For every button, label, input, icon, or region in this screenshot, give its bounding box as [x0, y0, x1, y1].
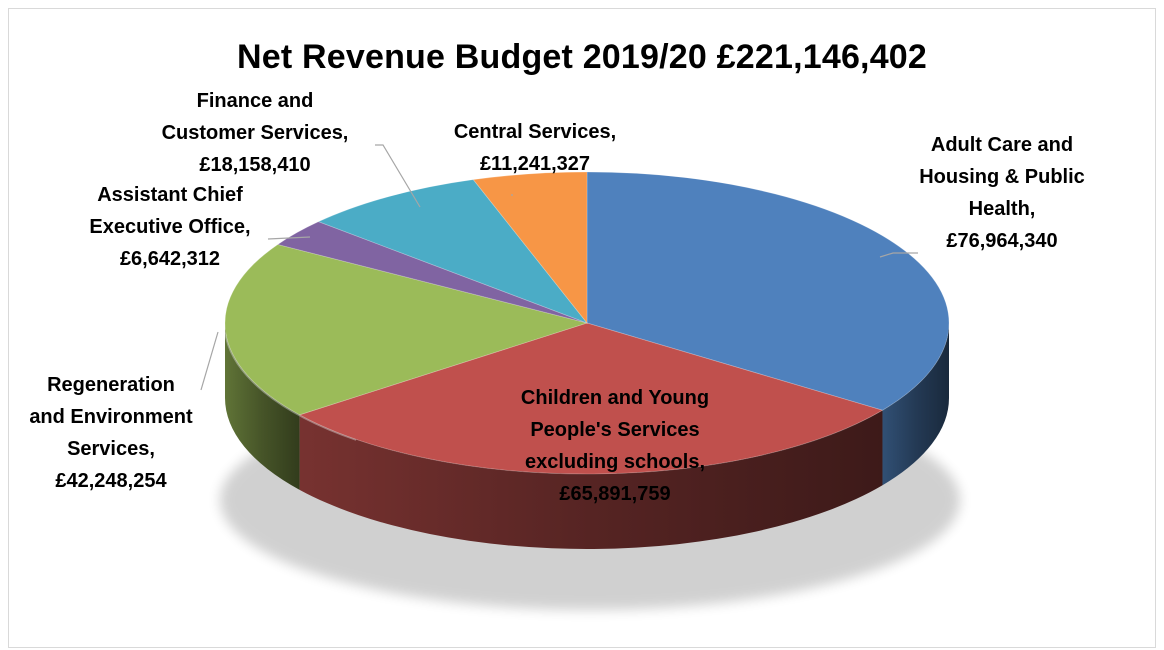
slice-label-line: People's Services	[530, 419, 700, 441]
slice-label-line: Services,	[67, 438, 155, 460]
slice-label-line: Adult Care and	[930, 134, 1074, 156]
leader-line	[267, 236, 311, 240]
slice-label-line: £11,241,327	[479, 153, 591, 175]
slice-label-line: £42,248,254	[55, 470, 167, 492]
slice-label-adult-care: Adult Care and Housing & Public Health, £76…	[892, 129, 1112, 257]
slice-label-line: Regeneration	[47, 374, 175, 396]
slice-label-line: Children and Young	[520, 387, 710, 409]
slice-label-line: Health,	[968, 198, 1036, 220]
slice-label-line: £6,642,312	[119, 248, 221, 270]
slice-label-line: Finance and	[196, 90, 314, 112]
slice-label-line: Customer Services,	[161, 122, 349, 144]
slice-label-children-young-people: Children and Young People's Services exclu…	[480, 382, 750, 510]
slice-label-line: Executive Office,	[89, 216, 251, 238]
slice-label-line: excluding schools,	[524, 451, 706, 473]
slice-label-finance-customer-services: Finance and Customer Services, £18,158,410	[140, 85, 370, 181]
slice-finance-and-customer-services[interactable]	[317, 179, 589, 324]
slice-adult-care-and-housing-public-health[interactable]	[586, 171, 950, 411]
leader-line	[375, 144, 421, 208]
slice-label-line: Assistant Chief	[97, 184, 243, 206]
slice-assistant-chief-executive-office[interactable]	[276, 221, 588, 324]
slice-side-regeneration-and-environment-services	[225, 323, 300, 490]
slice-label-regeneration-environment: Regeneration and Environment Services, £42,…	[6, 369, 216, 497]
slice-side-children-and-young-people-s-services-excluding-schools	[299, 410, 883, 549]
slice-regeneration-and-environment-services[interactable]	[224, 244, 589, 416]
slice-central-services[interactable]	[472, 171, 588, 325]
slice-label-line: and Environment	[29, 406, 193, 428]
leader-line	[879, 252, 918, 258]
slice-children-and-young-people-s-services-excluding-schools[interactable]	[298, 322, 884, 475]
leader-line	[200, 331, 219, 391]
slice-label-line: £76,964,340	[946, 230, 1058, 252]
slice-label-line: Housing & Public	[919, 166, 1085, 188]
chart-title: Net Revenue Budget 2019/20 £221,146,402	[236, 38, 928, 76]
slice-label-line: £18,158,410	[199, 154, 311, 176]
slice-label-central-services: Central Services, £11,241,327	[410, 116, 660, 180]
slice-side-adult-care-and-housing-public-health	[882, 323, 949, 486]
slice-label-line: £65,891,759	[559, 483, 671, 505]
slice-label-assistant-chief-executive: Assistant Chief Executive Office, £6,642,3…	[60, 179, 280, 275]
slice-label-line: Central Services,	[453, 121, 617, 143]
